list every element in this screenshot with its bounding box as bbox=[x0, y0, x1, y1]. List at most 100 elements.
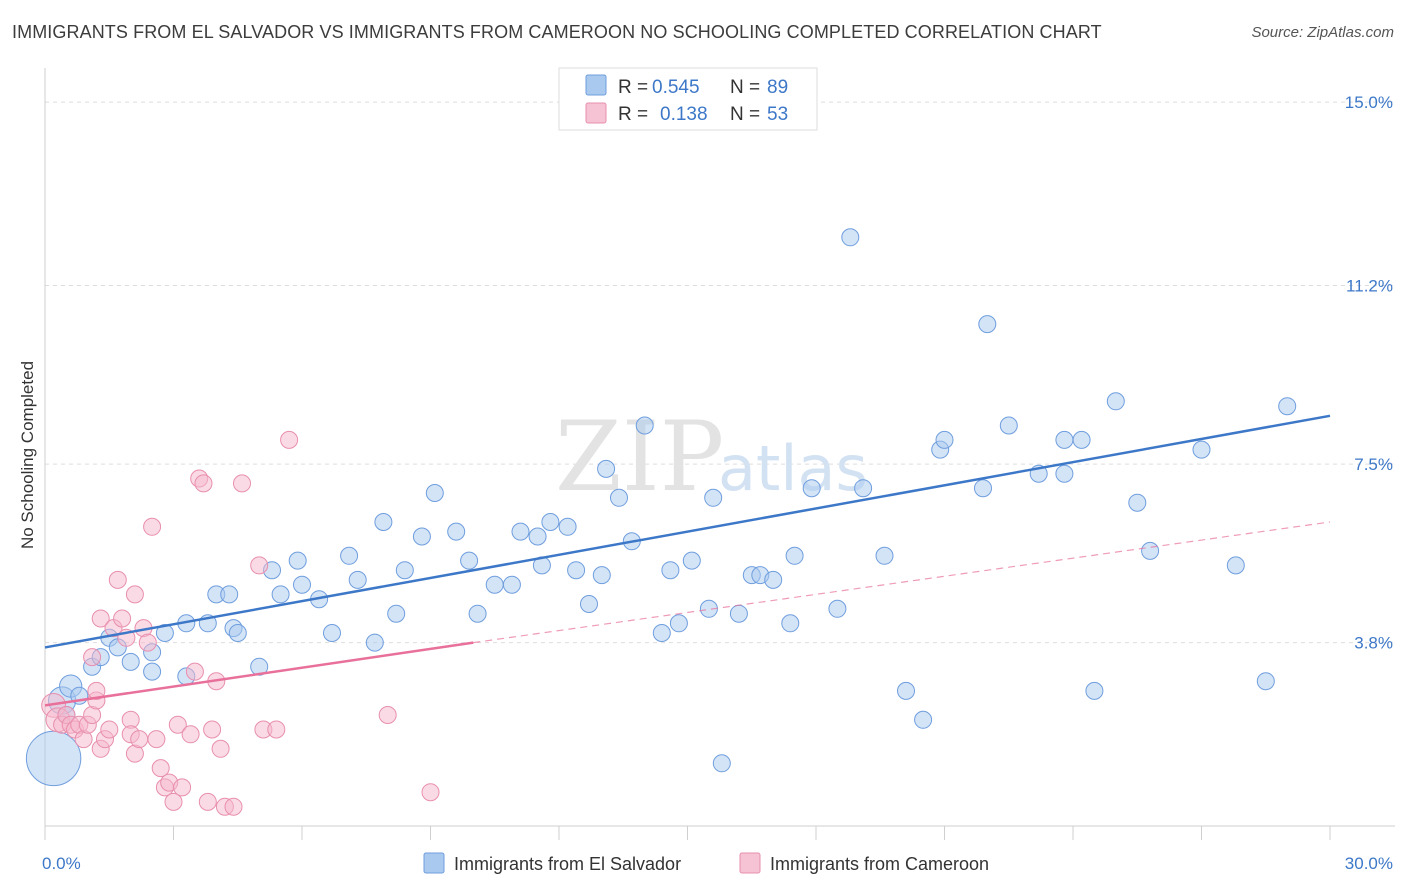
cameroon-point-28 bbox=[143, 517, 162, 536]
cameroon-point-34 bbox=[168, 715, 187, 734]
el-salvador-point-35 bbox=[447, 522, 466, 541]
cameroon-point-29 bbox=[147, 730, 166, 749]
cameroon-point-51 bbox=[378, 706, 397, 724]
el-salvador-point-37 bbox=[468, 604, 487, 623]
el-salvador-point-40 bbox=[511, 522, 530, 541]
el-salvador-point-47 bbox=[592, 566, 611, 585]
y-tick-label-0: 3.8% bbox=[1354, 634, 1393, 653]
el-salvador-point-87 bbox=[1256, 672, 1275, 691]
el-salvador-point-75 bbox=[978, 315, 997, 334]
el-salvador-point-63 bbox=[781, 614, 800, 633]
cameroon-point-30 bbox=[151, 759, 170, 778]
cameroon-point-16 bbox=[100, 720, 119, 739]
y-tick-label-1: 7.5% bbox=[1354, 455, 1393, 474]
el-salvador-point-23 bbox=[288, 551, 307, 570]
el-salvador-point-81 bbox=[1085, 681, 1104, 700]
cameroon-point-45 bbox=[224, 797, 243, 816]
grid-lines bbox=[45, 101, 1395, 644]
series-label-cameroon: Immigrants from Cameroon bbox=[770, 854, 989, 874]
el-salvador-point-24 bbox=[293, 575, 311, 594]
series-swatch-el-salvador bbox=[423, 852, 445, 874]
el-salvador-point-9 bbox=[121, 652, 140, 671]
el-salvador-point-36 bbox=[460, 551, 479, 570]
cameroon-point-25 bbox=[130, 730, 149, 749]
el-salvador-point-51 bbox=[635, 416, 654, 435]
el-salvador-point-67 bbox=[841, 228, 860, 247]
cameroon-point-37 bbox=[185, 662, 204, 681]
el-salvador-point-38 bbox=[485, 575, 504, 594]
source-label: Source: ZipAtlas.com bbox=[1251, 24, 1394, 41]
y-axis-title: No Schooling Completed bbox=[18, 361, 37, 549]
el-salvador-point-64 bbox=[785, 546, 804, 565]
el-salvador-point-49 bbox=[610, 488, 628, 507]
series-legend: Immigrants from El Salvador Immigrants f… bbox=[423, 852, 989, 874]
el-salvador-point-68 bbox=[854, 479, 873, 498]
el-salvador-point-30 bbox=[374, 513, 393, 531]
el-salvador-point-34 bbox=[425, 484, 444, 502]
cameroon-point-40 bbox=[198, 792, 217, 811]
cameroon-point-23 bbox=[125, 585, 144, 604]
el-salvador-point-83 bbox=[1128, 493, 1147, 512]
el-salvador-trend-line bbox=[44, 414, 1331, 649]
el-salvador-point-31 bbox=[387, 604, 406, 623]
data-points bbox=[25, 228, 1297, 816]
cameroon-point-35 bbox=[173, 778, 192, 797]
trend-lines bbox=[44, 414, 1331, 707]
el-salvador-point-0 bbox=[25, 730, 82, 787]
watermark-atlas: atlas bbox=[718, 432, 868, 505]
legend-r-value-1: 0.545 bbox=[652, 77, 700, 98]
cameroon-point-41 bbox=[203, 720, 222, 739]
el-salvador-point-85 bbox=[1192, 440, 1211, 459]
el-salvador-point-52 bbox=[652, 624, 671, 642]
cameroon-point-39 bbox=[194, 474, 213, 493]
el-salvador-point-45 bbox=[567, 561, 586, 580]
el-salvador-point-59 bbox=[729, 604, 748, 623]
el-salvador-point-53 bbox=[661, 561, 680, 580]
el-salvador-point-79 bbox=[1055, 430, 1074, 449]
el-salvador-point-70 bbox=[897, 681, 915, 700]
cameroon-point-12 bbox=[87, 681, 106, 700]
legend-n-value-1: 89 bbox=[767, 77, 788, 98]
y-tick-label-3: 15.0% bbox=[1345, 93, 1393, 112]
el-salvador-point-26 bbox=[323, 624, 341, 642]
legend-r-label-2: R = bbox=[618, 104, 648, 125]
legend-swatch-pink bbox=[585, 102, 607, 124]
cameroon-point-50 bbox=[280, 430, 299, 449]
el-salvador-point-78 bbox=[1055, 464, 1074, 483]
x-tick-label-0: 0.0% bbox=[42, 854, 81, 873]
legend-n-label-1: N = bbox=[730, 77, 760, 98]
legend-n-value-2: 53 bbox=[767, 104, 788, 125]
el-salvador-point-65 bbox=[802, 479, 821, 498]
el-salvador-point-74 bbox=[974, 479, 992, 498]
el-salvador-point-28 bbox=[348, 570, 367, 589]
cameroon-point-33 bbox=[164, 792, 183, 811]
correlation-legend: R = 0.545 N = 89 R = 0.138 N = 53 bbox=[558, 67, 818, 131]
x-tick-label-1: 30.0% bbox=[1345, 854, 1393, 873]
watermark: ZIP atlas bbox=[555, 401, 868, 513]
el-salvador-point-84 bbox=[1141, 541, 1160, 560]
el-salvador-point-80 bbox=[1072, 430, 1091, 449]
el-salvador-point-27 bbox=[340, 546, 359, 565]
cameroon-point-52 bbox=[421, 783, 440, 802]
series-label-el-salvador: Immigrants from El Salvador bbox=[454, 854, 681, 874]
cameroon-point-10 bbox=[83, 648, 102, 667]
el-salvador-point-29 bbox=[365, 633, 384, 652]
el-salvador-point-57 bbox=[704, 488, 723, 507]
el-salvador-point-72 bbox=[935, 430, 954, 449]
cameroon-point-13 bbox=[91, 609, 110, 628]
legend-r-value-2: 0.138 bbox=[660, 104, 708, 125]
el-salvador-point-46 bbox=[580, 595, 598, 613]
cameroon-point-47 bbox=[250, 556, 269, 575]
watermark-zip: ZIP bbox=[555, 401, 724, 513]
cameroon-point-46 bbox=[233, 474, 251, 493]
el-salvador-point-41 bbox=[528, 527, 547, 546]
el-salvador-point-55 bbox=[682, 551, 701, 570]
el-salvador-point-69 bbox=[875, 546, 894, 565]
el-salvador-point-44 bbox=[558, 517, 577, 536]
cameroon-point-49 bbox=[267, 720, 286, 739]
el-salvador-point-82 bbox=[1106, 392, 1125, 411]
y-tick-label-2: 11.2% bbox=[1346, 277, 1393, 296]
el-salvador-point-17 bbox=[220, 585, 239, 604]
el-salvador-point-32 bbox=[395, 561, 414, 580]
